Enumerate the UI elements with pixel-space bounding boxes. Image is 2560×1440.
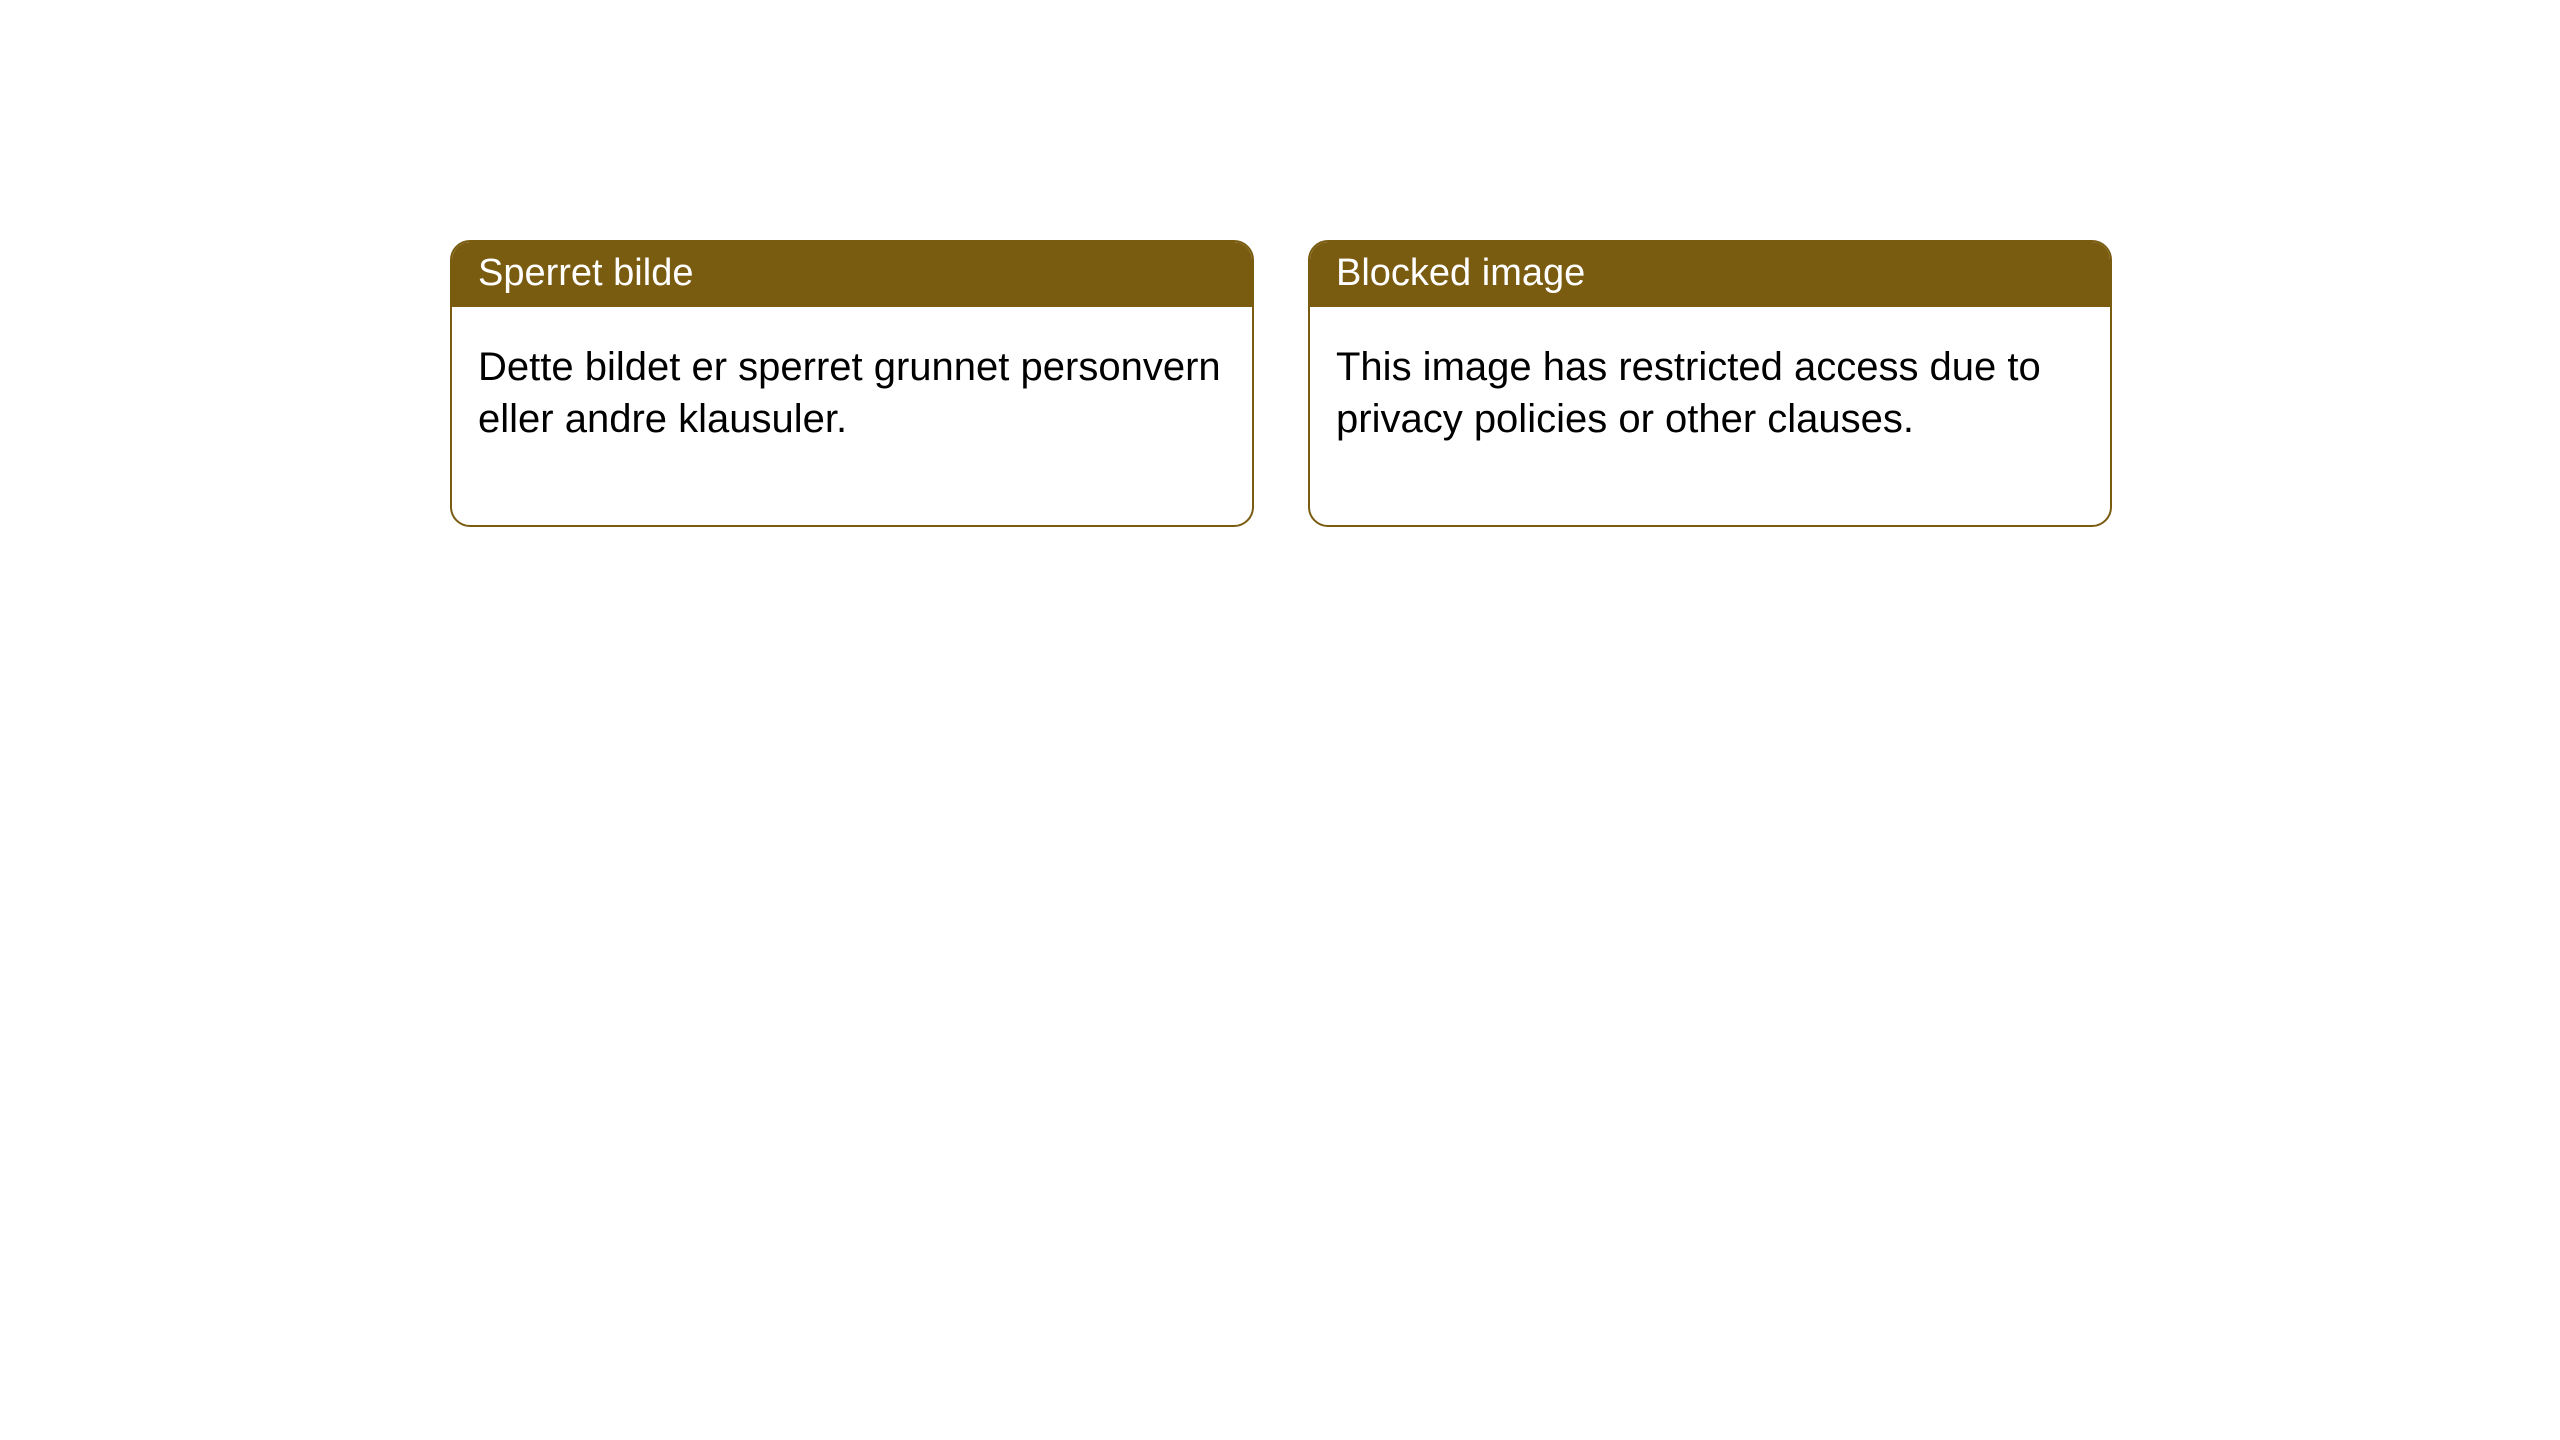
notice-card-title: Sperret bilde: [478, 252, 693, 294]
notice-card-body: Dette bildet er sperret grunnet personve…: [452, 307, 1252, 525]
notice-cards-container: Sperret bilde Dette bildet er sperret gr…: [450, 240, 2112, 527]
notice-card-no: Sperret bilde Dette bildet er sperret gr…: [450, 240, 1254, 527]
notice-card-title: Blocked image: [1336, 252, 1585, 294]
notice-card-en: Blocked image This image has restricted …: [1308, 240, 2112, 527]
notice-card-text: Dette bildet er sperret grunnet personve…: [478, 345, 1221, 441]
notice-card-header: Blocked image: [1310, 242, 2110, 307]
notice-card-text: This image has restricted access due to …: [1336, 345, 2041, 441]
notice-card-body: This image has restricted access due to …: [1310, 307, 2110, 525]
notice-card-header: Sperret bilde: [452, 242, 1252, 307]
